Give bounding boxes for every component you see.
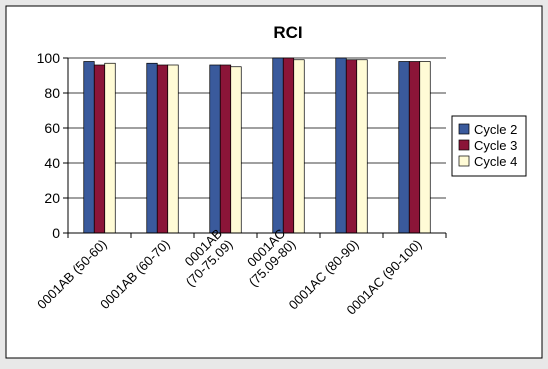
y-tick-label: 80 bbox=[44, 85, 60, 101]
y-tick-label: 40 bbox=[44, 155, 60, 171]
bar-cycle-3 bbox=[219, 64, 232, 234]
chart-title: RCI bbox=[273, 23, 302, 42]
bar-cycle-3 bbox=[408, 61, 421, 234]
bar-cycle-4 bbox=[356, 59, 368, 234]
bar-cycle-4 bbox=[293, 59, 305, 234]
bar-cycle-2 bbox=[146, 62, 158, 234]
bar-cycle-2 bbox=[83, 61, 95, 234]
legend-swatch bbox=[458, 123, 470, 135]
y-tick-label: 60 bbox=[44, 120, 60, 136]
legend-label: Cycle 3 bbox=[474, 138, 517, 153]
legend-swatch bbox=[458, 155, 470, 167]
bar-cycle-3 bbox=[282, 57, 295, 234]
bar-cycle-3 bbox=[345, 59, 358, 234]
bar-cycle-4 bbox=[167, 64, 179, 234]
bar-cycle-2 bbox=[272, 57, 284, 234]
legend-label: Cycle 2 bbox=[474, 122, 517, 137]
y-tick-label: 20 bbox=[44, 190, 60, 206]
legend-label: Cycle 4 bbox=[474, 154, 517, 169]
bar-cycle-2 bbox=[398, 61, 410, 234]
bar-cycle-4 bbox=[104, 62, 116, 234]
bar-cycle-2 bbox=[335, 57, 347, 234]
y-tick-label: 0 bbox=[52, 225, 60, 241]
legend-swatch bbox=[458, 139, 470, 151]
bar-cycle-2 bbox=[209, 64, 221, 234]
y-tick-label: 100 bbox=[37, 50, 61, 66]
bar-cycle-3 bbox=[93, 64, 106, 234]
bar-cycle-4 bbox=[230, 66, 242, 234]
bar-cycle-3 bbox=[156, 64, 169, 234]
bar-cycle-4 bbox=[419, 61, 431, 234]
